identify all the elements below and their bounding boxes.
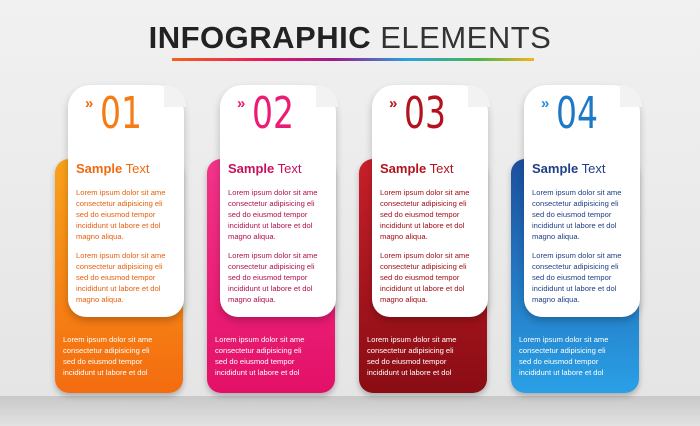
- card-1-front-panel: » 01 Sample Text Lorem ipsum dolor sit a…: [68, 85, 186, 317]
- floor-shadow: [0, 396, 700, 426]
- card-4-heading: Sample Text: [532, 161, 605, 176]
- chevron-right-icon: »: [85, 95, 94, 112]
- card-1-number: 01: [100, 88, 142, 139]
- page-fold-icon: [316, 85, 338, 107]
- card-1-heading-rest: Text: [125, 161, 150, 176]
- card-2-heading-bold: Sample: [228, 161, 275, 176]
- chevron-right-icon: »: [389, 95, 398, 112]
- card-4-heading-bold: Sample: [532, 161, 579, 176]
- infographic-card-1: » 01 Sample Text Lorem ipsum dolor sit a…: [55, 85, 202, 395]
- title-bold: INFOGRAPHIC: [148, 20, 372, 55]
- card-2-heading-rest: Text: [277, 161, 302, 176]
- page-title: INFOGRAPHIC ELEMENTS: [0, 20, 700, 56]
- card-1-heading: Sample Text: [76, 161, 149, 176]
- infographic-card-4: » 04 Sample Text Lorem ipsum dolor sit a…: [511, 85, 658, 395]
- card-1-heading-bold: Sample: [76, 161, 123, 176]
- card-3-paragraph-1: Lorem ipsum dolor sit ame consectetur ad…: [380, 188, 470, 241]
- infographic-card-3: » 03 Sample Text Lorem ipsum dolor sit a…: [359, 85, 506, 395]
- card-4-paragraph-2: Lorem ipsum dolor sit ame consectetur ad…: [532, 251, 622, 304]
- card-4-heading-rest: Text: [581, 161, 606, 176]
- card-3-front-panel: » 03 Sample Text Lorem ipsum dolor sit a…: [372, 85, 490, 317]
- chevron-right-icon: »: [541, 95, 550, 112]
- card-4-paragraph-1: Lorem ipsum dolor sit ame consectetur ad…: [532, 188, 622, 241]
- card-2-paragraph-2: Lorem ipsum dolor sit ame consectetur ad…: [228, 251, 318, 304]
- infographic-card-2: » 02 Sample Text Lorem ipsum dolor sit a…: [207, 85, 354, 395]
- card-2-front-panel: » 02 Sample Text Lorem ipsum dolor sit a…: [220, 85, 338, 317]
- card-3-paragraph-2: Lorem ipsum dolor sit ame consectetur ad…: [380, 251, 470, 304]
- card-2-bottom-text: Lorem ipsum dolor sit ame consectetur ad…: [215, 335, 305, 377]
- page-fold-icon: [620, 85, 642, 107]
- card-4-bottom-text: Lorem ipsum dolor sit ame consectetur ad…: [519, 335, 609, 377]
- card-3-number: 03: [404, 88, 446, 139]
- card-2-paragraph-1: Lorem ipsum dolor sit ame consectetur ad…: [228, 188, 318, 241]
- card-2-heading: Sample Text: [228, 161, 301, 176]
- chevron-right-icon: »: [237, 95, 246, 112]
- title-light: ELEMENTS: [380, 20, 552, 55]
- card-3-heading: Sample Text: [380, 161, 453, 176]
- card-3-bottom-text: Lorem ipsum dolor sit ame consectetur ad…: [367, 335, 457, 377]
- card-3-heading-rest: Text: [429, 161, 454, 176]
- page-fold-icon: [468, 85, 490, 107]
- card-4-front-panel: » 04 Sample Text Lorem ipsum dolor sit a…: [524, 85, 642, 317]
- card-1-bottom-text: Lorem ipsum dolor sit ame consectetur ad…: [63, 335, 153, 377]
- card-2-number: 02: [252, 88, 294, 139]
- card-4-number: 04: [556, 88, 598, 139]
- card-1-paragraph-2: Lorem ipsum dolor sit ame consectetur ad…: [76, 251, 166, 304]
- page-fold-icon: [164, 85, 186, 107]
- card-3-heading-bold: Sample: [380, 161, 427, 176]
- title-underline: [172, 58, 534, 61]
- card-1-paragraph-1: Lorem ipsum dolor sit ame consectetur ad…: [76, 188, 166, 241]
